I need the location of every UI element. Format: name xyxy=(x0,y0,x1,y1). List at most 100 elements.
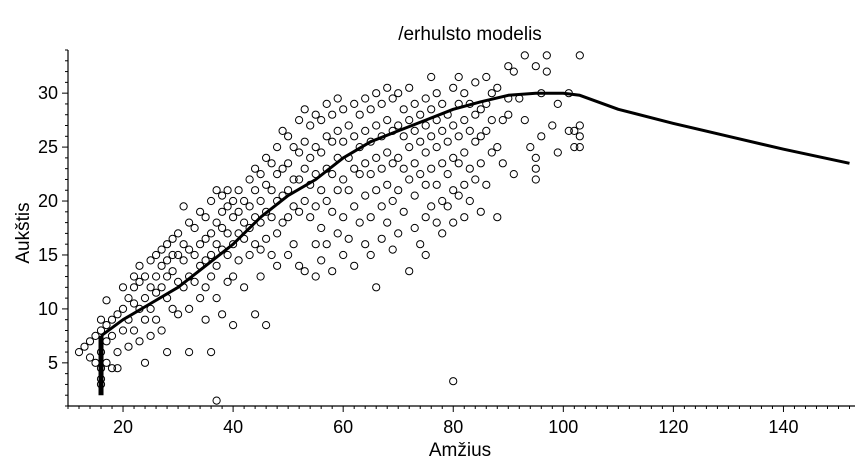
x-tick-label: 80 xyxy=(443,417,463,437)
data-point xyxy=(449,121,458,130)
data-point xyxy=(361,94,370,103)
data-point xyxy=(531,164,540,173)
data-point xyxy=(498,116,507,125)
data-point xyxy=(295,116,304,125)
data-point xyxy=(152,288,161,297)
data-point xyxy=(245,175,254,184)
data-point xyxy=(394,153,403,162)
data-point xyxy=(212,396,221,405)
data-point xyxy=(168,267,177,276)
data-point xyxy=(300,196,309,206)
data-point xyxy=(449,377,458,386)
data-point xyxy=(328,207,337,216)
data-point xyxy=(377,202,386,211)
data-point xyxy=(383,180,392,189)
data-point xyxy=(229,196,238,206)
data-point xyxy=(553,148,562,157)
data-point xyxy=(262,153,271,162)
data-point xyxy=(152,250,161,260)
data-point xyxy=(157,326,166,335)
data-point xyxy=(218,310,227,319)
data-point xyxy=(118,326,128,335)
data-point xyxy=(493,143,502,152)
data-point xyxy=(107,331,117,340)
data-point xyxy=(350,164,359,173)
data-point xyxy=(405,143,414,152)
data-point xyxy=(212,294,221,303)
data-point xyxy=(129,272,139,281)
data-point xyxy=(366,105,375,114)
data-point xyxy=(388,94,397,103)
data-point xyxy=(212,261,221,270)
data-point xyxy=(102,321,111,330)
data-point xyxy=(102,358,111,367)
data-point xyxy=(405,267,414,276)
y-tick-label: 20 xyxy=(38,191,58,211)
data-point xyxy=(229,213,238,222)
x-tick-label: 100 xyxy=(548,417,578,437)
data-point xyxy=(190,277,199,286)
data-point xyxy=(267,213,276,222)
data-point xyxy=(295,148,304,157)
data-point xyxy=(212,218,221,227)
data-point xyxy=(234,186,243,195)
data-point xyxy=(267,186,276,195)
scatter-points xyxy=(74,51,584,405)
data-point xyxy=(509,67,518,76)
data-point xyxy=(80,342,89,351)
data-point xyxy=(113,310,122,319)
data-point xyxy=(129,283,139,292)
data-point xyxy=(383,116,392,125)
data-point xyxy=(504,110,513,119)
data-point xyxy=(399,207,408,216)
data-point xyxy=(223,229,232,238)
data-point xyxy=(107,364,117,373)
data-point xyxy=(504,62,513,71)
data-point xyxy=(91,358,100,367)
data-point xyxy=(542,67,551,76)
data-point xyxy=(207,229,216,238)
data-point xyxy=(135,261,144,270)
data-point xyxy=(245,250,254,260)
data-point xyxy=(218,191,227,200)
data-point xyxy=(317,256,326,265)
data-point xyxy=(311,110,320,119)
data-point xyxy=(218,207,227,216)
data-point xyxy=(531,153,540,162)
data-point xyxy=(157,245,166,254)
data-point xyxy=(438,159,447,168)
data-point xyxy=(251,164,260,173)
data-point xyxy=(262,234,271,243)
data-point xyxy=(410,191,419,200)
data-point xyxy=(575,132,584,141)
data-point xyxy=(476,132,485,141)
data-point xyxy=(284,186,293,195)
data-point xyxy=(289,240,298,249)
data-point xyxy=(482,72,491,82)
data-point xyxy=(146,283,155,292)
data-point xyxy=(339,137,348,146)
data-point xyxy=(355,170,364,179)
data-point xyxy=(333,126,342,135)
data-point xyxy=(207,196,216,206)
data-point xyxy=(278,126,287,135)
data-point xyxy=(207,348,216,357)
data-point xyxy=(322,240,331,249)
data-point xyxy=(416,170,425,179)
data-point xyxy=(427,202,436,211)
data-point xyxy=(344,186,353,195)
data-point xyxy=(328,170,337,179)
data-point xyxy=(102,296,111,305)
data-point xyxy=(553,99,562,109)
data-point xyxy=(262,321,271,330)
data-point xyxy=(432,180,441,189)
data-point xyxy=(256,245,265,254)
data-point xyxy=(372,121,381,130)
data-point xyxy=(476,105,485,114)
data-point xyxy=(377,99,386,109)
data-point xyxy=(570,126,579,135)
y-tick-label: 15 xyxy=(38,245,58,265)
data-point xyxy=(482,126,491,135)
data-point xyxy=(118,283,128,292)
data-point xyxy=(251,186,260,195)
